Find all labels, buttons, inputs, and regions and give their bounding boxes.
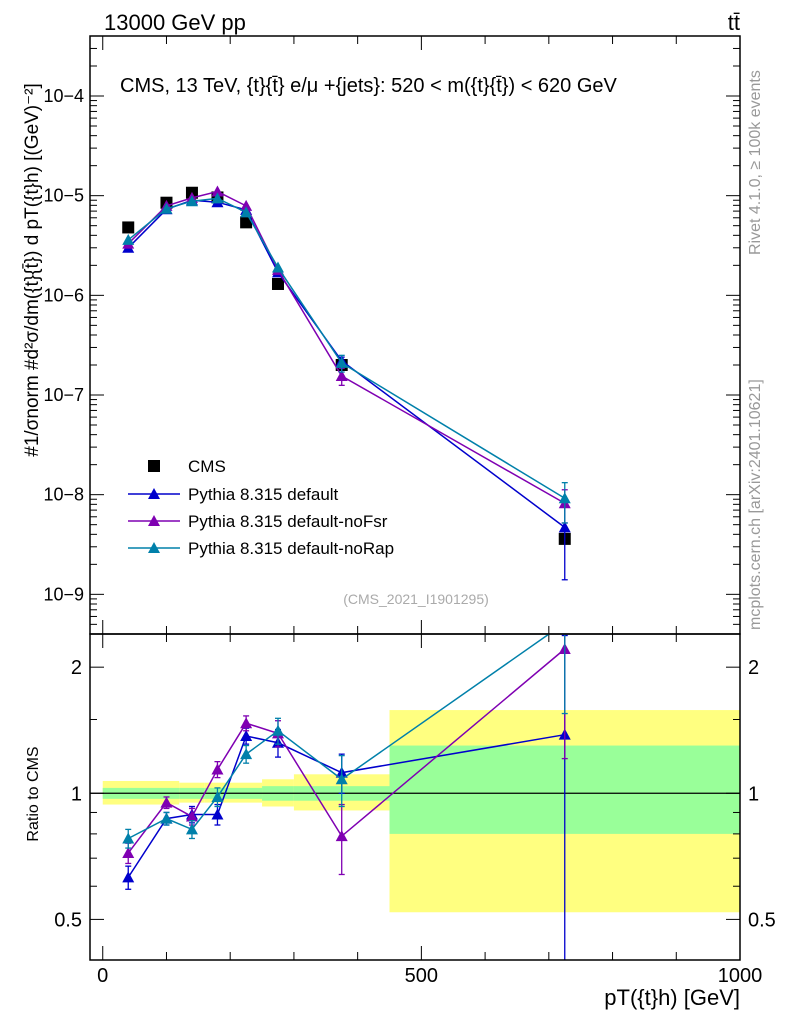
main-data-point xyxy=(185,195,198,207)
mcplots-label: mcplots.cern.ch [arXiv:2401.10621] xyxy=(747,379,764,630)
ratio-series-group xyxy=(122,634,571,960)
ratio-panel: 0.5 0.5 1 1 2 2 0 500 1000 Ratio to CMS pT({t}h)… xyxy=(25,633,776,1010)
main-data-point xyxy=(271,261,284,273)
main-ytick-label: 10−9 xyxy=(43,584,84,604)
ratio-data-point xyxy=(211,763,224,775)
cms-data-point xyxy=(271,277,284,290)
main-ytick-label: 10−8 xyxy=(43,485,84,505)
legend-marker xyxy=(148,542,160,553)
legend-marker xyxy=(148,488,160,499)
ratio-data-point xyxy=(271,724,284,736)
main-data-point xyxy=(160,202,173,214)
watermark: (CMS_2021_I1901295) xyxy=(343,591,489,607)
ratio-data-point xyxy=(240,730,253,742)
main-data-point xyxy=(240,206,253,218)
header-left: 13000 GeV pp xyxy=(104,10,246,35)
legend-label: Pythia 8.315 default xyxy=(188,485,339,504)
header-right: tt̄ xyxy=(728,10,740,35)
ratio-ylabel: Ratio to CMS xyxy=(25,746,42,841)
main-series-line xyxy=(127,197,566,499)
ratio-data-point xyxy=(240,748,253,760)
ratio-ytick-label-left: 1 xyxy=(71,783,82,805)
ratio-data-point xyxy=(185,823,198,835)
main-series-line xyxy=(127,190,566,504)
main-data-point xyxy=(240,199,253,211)
legend-label: CMS xyxy=(188,457,226,476)
ratio-ytick-label-right: 1 xyxy=(748,783,759,805)
main-data-point xyxy=(558,521,571,533)
main-title: CMS, 13 TeV, {t}{t̄} e/μ +{jets}: 520 < … xyxy=(120,75,618,97)
legend-label: Pythia 8.315 default-noRap xyxy=(188,539,394,558)
ratio-ytick-label-right: 0.5 xyxy=(748,909,776,931)
main-ylabel: #1/σnorm #d²σ/dm({t}{t̄}) d pT({t}h) [(G… xyxy=(22,83,43,457)
main-data-point xyxy=(211,192,224,204)
cms-data-point xyxy=(240,216,253,229)
main-panel: 10−9 10−8 10−7 10−6 10−5 10−4 CMS, 13 TeV, {t… xyxy=(22,35,741,635)
ratio-xlabel: pT({t}h) [GeV] xyxy=(604,985,740,1010)
main-data-point xyxy=(335,370,348,382)
ratio-ytick-label-left: 2 xyxy=(71,657,82,679)
legend: CMS Pythia 8.315 default Pythia 8.315 defa… xyxy=(128,457,394,558)
main-ytick-label: 10−6 xyxy=(43,285,84,305)
ratio-data-point xyxy=(335,830,348,842)
main-ytick-label: 10−7 xyxy=(43,385,84,405)
ratio-data-point xyxy=(211,790,224,802)
ratio-xtick-label: 0 xyxy=(97,965,108,987)
legend-marker xyxy=(148,515,160,526)
ratio-xtick-label: 1000 xyxy=(718,965,763,987)
ratio-data-point xyxy=(240,717,253,729)
ratio-data-point xyxy=(122,832,135,844)
main-data-point xyxy=(335,356,348,368)
legend-label: Pythia 8.315 default-noFsr xyxy=(188,512,388,531)
ratio-data-point xyxy=(211,808,224,820)
ratio-data-point xyxy=(160,812,173,824)
ratio-data-point xyxy=(122,871,135,883)
ratio-data-point xyxy=(335,773,348,785)
ratio-ytick-label-left: 0.5 xyxy=(54,909,82,931)
main-ytick-label: 10−4 xyxy=(43,86,84,106)
main-data-point xyxy=(558,492,571,504)
main-ytick-label: 10−5 xyxy=(43,186,84,206)
legend-marker-cms xyxy=(148,460,160,472)
cms-data-point xyxy=(122,221,135,234)
ratio-ytick-label-right: 2 xyxy=(748,657,759,679)
ratio-frame xyxy=(89,633,741,961)
ratio-xtick-label: 500 xyxy=(405,965,438,987)
main-data-point xyxy=(122,233,135,245)
main-data-point xyxy=(211,185,224,197)
ratio-data-point xyxy=(160,796,173,808)
rivet-label: Rivet 4.1.0, ≥ 100k events xyxy=(747,70,764,255)
ratio-data-point xyxy=(122,847,135,859)
ratio-data-point xyxy=(185,810,198,822)
